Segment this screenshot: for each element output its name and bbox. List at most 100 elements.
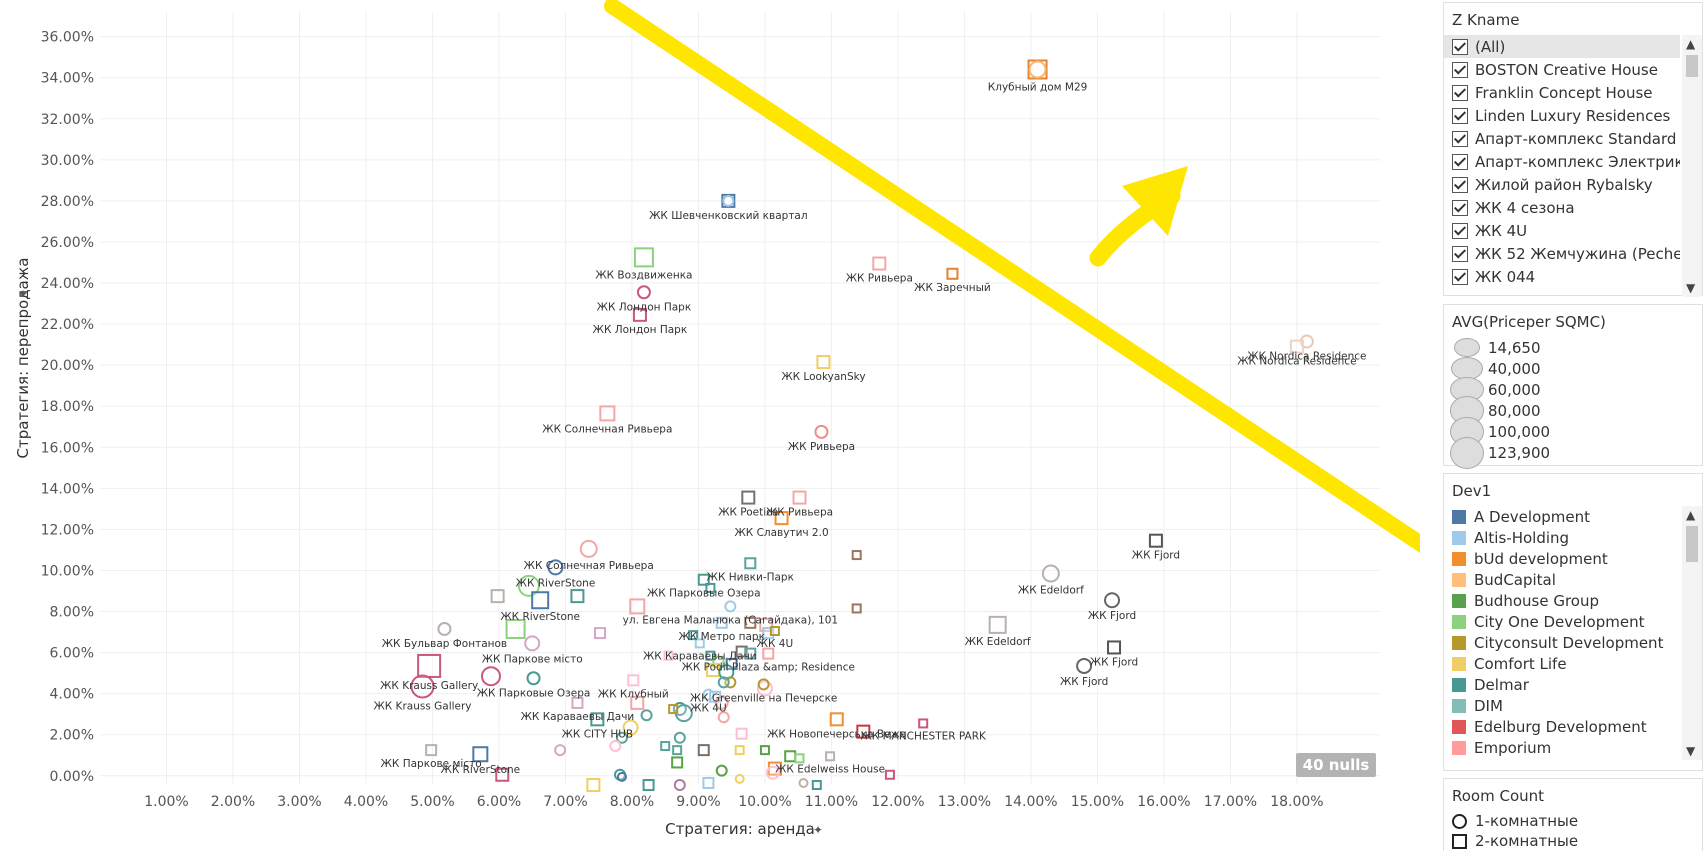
data-point-square[interactable] (472, 746, 489, 763)
data-point-square[interactable] (988, 615, 1007, 634)
filter-item[interactable]: Franklin Concept House (1444, 81, 1680, 104)
data-point-circle[interactable] (814, 424, 829, 439)
data-point-circle[interactable] (714, 695, 729, 710)
data-point-square[interactable] (586, 778, 601, 793)
data-point-square[interactable] (660, 741, 671, 752)
data-point-circle[interactable] (517, 574, 540, 597)
data-point-square[interactable] (784, 750, 797, 763)
color-legend-item[interactable]: City One Development (1444, 611, 1680, 632)
x-axis-pin-icon[interactable]: ✦ (813, 823, 823, 837)
checkbox-checked-icon[interactable] (1452, 61, 1468, 78)
data-point-square[interactable] (851, 603, 862, 614)
data-point-square[interactable] (570, 589, 585, 604)
filter-item[interactable]: ЖК 52 Жемчужина (Peche... (1444, 242, 1680, 265)
data-point-square[interactable] (688, 630, 699, 641)
scroll-thumb[interactable] (1686, 526, 1698, 562)
filter-item[interactable]: ЖК 4 сезона (1444, 196, 1680, 219)
nulls-indicator[interactable]: 40 nulls (1296, 753, 1376, 777)
data-point-circle[interactable] (640, 709, 653, 722)
checkbox-checked-icon[interactable] (1452, 245, 1468, 262)
data-point-square[interactable] (630, 695, 645, 710)
shape-legend-item[interactable]: 1-комнатные (1444, 811, 1702, 831)
data-point-square[interactable] (735, 727, 748, 740)
data-point-square[interactable] (668, 704, 679, 715)
data-point-square[interactable] (774, 511, 789, 526)
data-point-circle[interactable] (724, 600, 737, 613)
scroll-thumb[interactable] (1686, 55, 1698, 77)
data-point-circle[interactable] (579, 539, 598, 558)
color-legend-item[interactable]: BudCapital (1444, 569, 1680, 590)
data-point-circle[interactable] (547, 559, 564, 576)
checkbox-checked-icon[interactable] (1452, 222, 1468, 239)
checkbox-checked-icon[interactable] (1452, 130, 1468, 147)
data-point-square[interactable] (744, 647, 757, 660)
data-point-square[interactable] (599, 405, 616, 422)
data-point-square[interactable] (762, 627, 775, 640)
data-point-square[interactable] (633, 247, 654, 268)
data-point-square[interactable] (1289, 339, 1304, 354)
data-point-circle[interactable] (616, 771, 627, 782)
color-legend-scrollbar[interactable]: ▲ ▼ (1682, 506, 1702, 760)
data-point-square[interactable] (816, 355, 831, 370)
data-point-circle[interactable] (757, 678, 770, 691)
data-point-circle[interactable] (673, 731, 686, 744)
color-legend-item[interactable]: Edelburg Development (1444, 716, 1680, 737)
data-point-square[interactable] (1107, 640, 1122, 655)
data-point-square[interactable] (425, 744, 438, 757)
filter-item[interactable]: Жилой район Rybalsky (1444, 173, 1680, 196)
shape-legend-item[interactable]: 2-комнатные (1444, 831, 1702, 851)
data-point-square[interactable] (705, 650, 716, 661)
color-legend-item[interactable]: bUd development (1444, 548, 1680, 569)
data-point-square[interactable] (856, 724, 871, 739)
data-point-square[interactable] (851, 550, 862, 561)
data-point-circle[interactable] (798, 777, 809, 788)
data-point-circle[interactable] (1104, 592, 1121, 609)
checkbox-checked-icon[interactable] (1452, 84, 1468, 101)
data-point-square[interactable] (829, 712, 844, 727)
data-point-circle[interactable] (609, 740, 622, 753)
color-legend-item[interactable]: A Development (1444, 506, 1680, 527)
y-axis-pin-icon[interactable]: ✦ (18, 287, 28, 301)
color-legend-item[interactable]: DIM (1444, 695, 1680, 716)
size-legend-item[interactable]: 40,000 (1444, 356, 1702, 381)
filter-list[interactable]: (All) BOSTON Creative House Franklin Conce… (1444, 35, 1702, 297)
data-point-square[interactable] (642, 779, 655, 792)
color-legend-item[interactable]: Delmar (1444, 674, 1680, 695)
filter-item[interactable]: Linden Luxury Residences (1444, 104, 1680, 127)
data-point-square[interactable] (629, 598, 646, 615)
data-point-square[interactable] (946, 267, 959, 280)
filter-item[interactable]: Апарт-комплекс Электрик... (1444, 150, 1680, 173)
data-point-square[interactable] (744, 557, 757, 570)
scatter-plot-svg[interactable]: 0.00% 2.00% 4.00% 6.00% 8.00% 10.00% 12.00% 14.… (0, 0, 1420, 850)
data-point-square[interactable] (769, 626, 780, 637)
checkbox-checked-icon[interactable] (1452, 268, 1468, 285)
filter-item[interactable]: (All) (1444, 35, 1680, 58)
data-point-square[interactable] (594, 627, 607, 640)
data-point-square[interactable] (531, 591, 550, 610)
scroll-up-icon[interactable]: ▲ (1686, 508, 1696, 522)
data-point-square[interactable] (417, 653, 442, 678)
data-point-square[interactable] (735, 645, 748, 658)
data-point-square[interactable] (505, 618, 526, 639)
color-legend-item[interactable]: Altis-Holding (1444, 527, 1680, 548)
data-points[interactable] (410, 59, 1314, 793)
data-point-square[interactable] (671, 756, 684, 769)
data-point-square[interactable] (702, 776, 715, 789)
filter-item[interactable]: ЖК 044 (1444, 265, 1680, 288)
data-point-square[interactable] (632, 307, 647, 322)
data-point-circle[interactable] (615, 731, 628, 744)
data-point-circle[interactable] (524, 635, 541, 652)
data-point-square[interactable] (794, 753, 805, 764)
checkbox-checked-icon[interactable] (1452, 38, 1468, 55)
size-legend-item[interactable]: 14,650 (1444, 337, 1702, 358)
data-point-square[interactable] (811, 780, 822, 791)
data-point-square[interactable] (792, 490, 807, 505)
data-point-square[interactable] (694, 638, 705, 649)
color-legend-item[interactable]: Comfort Life (1444, 653, 1680, 674)
scroll-down-icon[interactable]: ▼ (1686, 281, 1696, 295)
data-point-square[interactable] (884, 769, 895, 780)
scroll-up-icon[interactable]: ▲ (1686, 37, 1696, 51)
data-point-square[interactable] (734, 745, 745, 756)
data-point-circle[interactable] (437, 621, 452, 636)
data-point-square[interactable] (715, 616, 728, 629)
